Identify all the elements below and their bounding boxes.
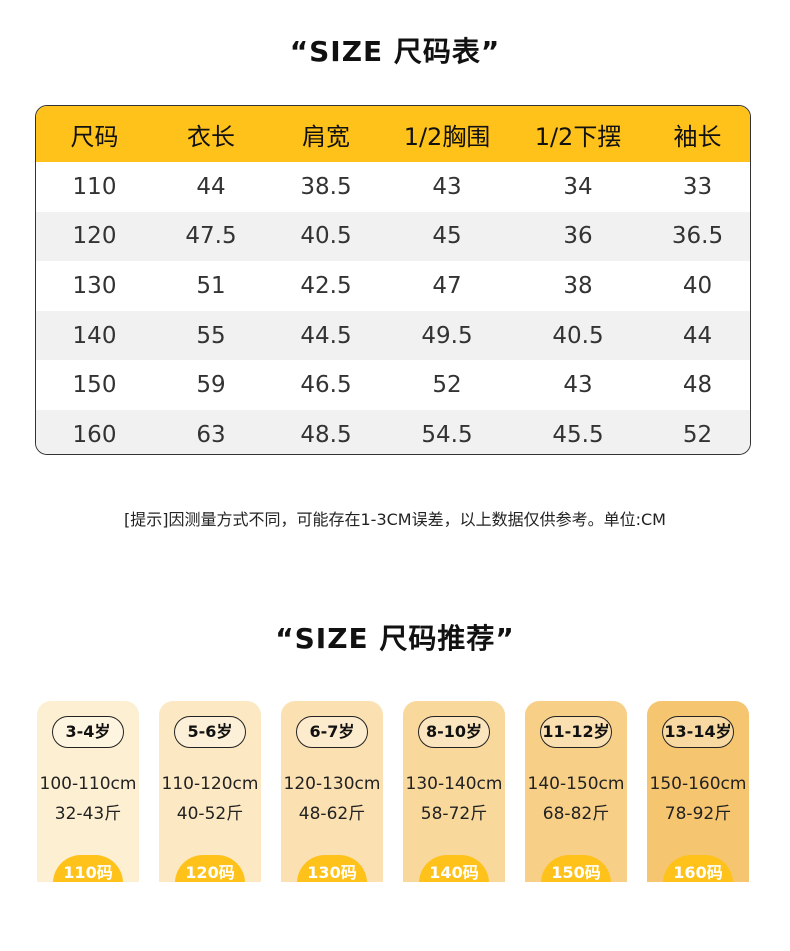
size-label: 120码 bbox=[175, 855, 245, 882]
size-label: 160码 bbox=[663, 855, 733, 882]
table-cell: 47 bbox=[432, 272, 462, 299]
table-cell: 36.5 bbox=[671, 223, 724, 250]
table-cell: 47.5 bbox=[185, 223, 237, 250]
table-cell: 33 bbox=[682, 173, 713, 200]
table-cell: 45 bbox=[432, 223, 462, 250]
table-row: 150 59 46.5 52 43 48 bbox=[36, 360, 750, 410]
table-cell: 45.5 bbox=[552, 421, 604, 448]
header-cell: 1/2胸围 bbox=[403, 122, 491, 151]
measurement-note: [提示]因测量方式不同，可能存在1-3CM误差，以上数据仅供参考。单位:CM bbox=[124, 510, 666, 529]
table-cell: 160 bbox=[72, 421, 117, 448]
table-cell: 140 bbox=[72, 322, 117, 349]
table-cell: 51 bbox=[196, 272, 226, 299]
table-cell: 59 bbox=[196, 372, 226, 399]
height-range: 100-110cm bbox=[39, 774, 137, 794]
table-cell: 38 bbox=[563, 272, 593, 299]
header-cell: 肩宽 bbox=[302, 122, 350, 151]
table-row: 110 44 38.5 43 34 33 bbox=[36, 162, 750, 212]
weight-range: 78-92斤 bbox=[664, 804, 732, 824]
size-table: 尺码 衣长 肩宽 1/2胸围 1/2下摆 袖长 110 44 38.5 43 3… bbox=[35, 105, 751, 455]
table-cell: 48.5 bbox=[300, 421, 352, 448]
table-cell: 42.5 bbox=[300, 272, 352, 299]
size-recommend-title: “SIZE 尺码推荐” bbox=[275, 622, 515, 655]
table-cell: 110 bbox=[72, 173, 117, 200]
size-chart-title: “SIZE 尺码表” bbox=[289, 35, 501, 68]
age-badge: 11-12岁 bbox=[540, 716, 612, 748]
table-cell: 150 bbox=[72, 372, 117, 399]
table-cell: 52 bbox=[682, 421, 713, 448]
table-cell: 120 bbox=[72, 223, 117, 250]
table-cell: 34 bbox=[563, 173, 593, 200]
table-cell: 38.5 bbox=[300, 173, 352, 200]
table-cell: 40.5 bbox=[300, 223, 352, 250]
table-cell: 44 bbox=[682, 322, 713, 349]
table-cell: 43 bbox=[432, 173, 462, 200]
size-label: 150码 bbox=[541, 855, 611, 882]
table-cell: 52 bbox=[432, 372, 462, 399]
size-card: 6-7岁 120-130cm 48-62斤 130码 bbox=[281, 701, 383, 882]
age-badge: 3-4岁 bbox=[52, 716, 124, 748]
weight-range: 48-62斤 bbox=[298, 804, 366, 824]
table-row: 130 51 42.5 47 38 40 bbox=[36, 261, 750, 311]
table-cell: 46.5 bbox=[300, 372, 352, 399]
table-cell: 40.5 bbox=[552, 322, 604, 349]
size-label: 130码 bbox=[297, 855, 367, 882]
size-label: 110码 bbox=[53, 855, 123, 882]
header-cell: 袖长 bbox=[673, 122, 722, 151]
table-cell: 63 bbox=[196, 421, 226, 448]
table-cell: 130 bbox=[72, 272, 117, 299]
weight-range: 68-82斤 bbox=[542, 804, 610, 824]
size-card: 8-10岁 130-140cm 58-72斤 140码 bbox=[403, 701, 505, 882]
table-cell: 44.5 bbox=[300, 322, 352, 349]
size-card: 11-12岁 140-150cm 68-82斤 150码 bbox=[525, 701, 627, 882]
table-cell: 40 bbox=[682, 272, 713, 299]
size-card: 3-4岁 100-110cm 32-43斤 110码 bbox=[37, 701, 139, 882]
table-cell: 43 bbox=[563, 372, 593, 399]
table-cell: 54.5 bbox=[421, 421, 473, 448]
table-row: 120 47.5 40.5 45 36 36.5 bbox=[36, 211, 750, 262]
weight-range: 40-52斤 bbox=[176, 804, 244, 824]
table-row: 160 63 48.5 54.5 45.5 52 bbox=[36, 409, 750, 454]
age-badge: 13-14岁 bbox=[662, 716, 734, 748]
size-label: 140码 bbox=[419, 855, 489, 882]
table-row: 140 55 44.5 49.5 40.5 44 bbox=[36, 310, 750, 361]
table-cell: 48 bbox=[682, 372, 713, 399]
table-cell: 49.5 bbox=[421, 322, 473, 349]
table-header-row: 尺码 衣长 肩宽 1/2胸围 1/2下摆 袖长 bbox=[36, 106, 750, 162]
height-range: 150-160cm bbox=[649, 774, 747, 794]
header-cell: 1/2下摆 bbox=[534, 122, 622, 151]
header-cell: 衣长 bbox=[187, 122, 235, 151]
size-card: 13-14岁 150-160cm 78-92斤 160码 bbox=[647, 701, 749, 882]
age-badge: 5-6岁 bbox=[174, 716, 246, 748]
height-range: 110-120cm bbox=[161, 774, 259, 794]
size-card: 5-6岁 110-120cm 40-52斤 120码 bbox=[159, 701, 261, 882]
header-cell: 尺码 bbox=[70, 122, 119, 151]
age-badge: 8-10岁 bbox=[418, 716, 490, 748]
table-cell: 44 bbox=[196, 173, 226, 200]
weight-range: 32-43斤 bbox=[54, 804, 122, 824]
height-range: 140-150cm bbox=[527, 774, 625, 794]
height-range: 120-130cm bbox=[283, 774, 381, 794]
height-range: 130-140cm bbox=[405, 774, 503, 794]
weight-range: 58-72斤 bbox=[420, 804, 488, 824]
age-badge: 6-7岁 bbox=[296, 716, 368, 748]
table-cell: 55 bbox=[196, 322, 226, 349]
table-cell: 36 bbox=[563, 223, 593, 250]
